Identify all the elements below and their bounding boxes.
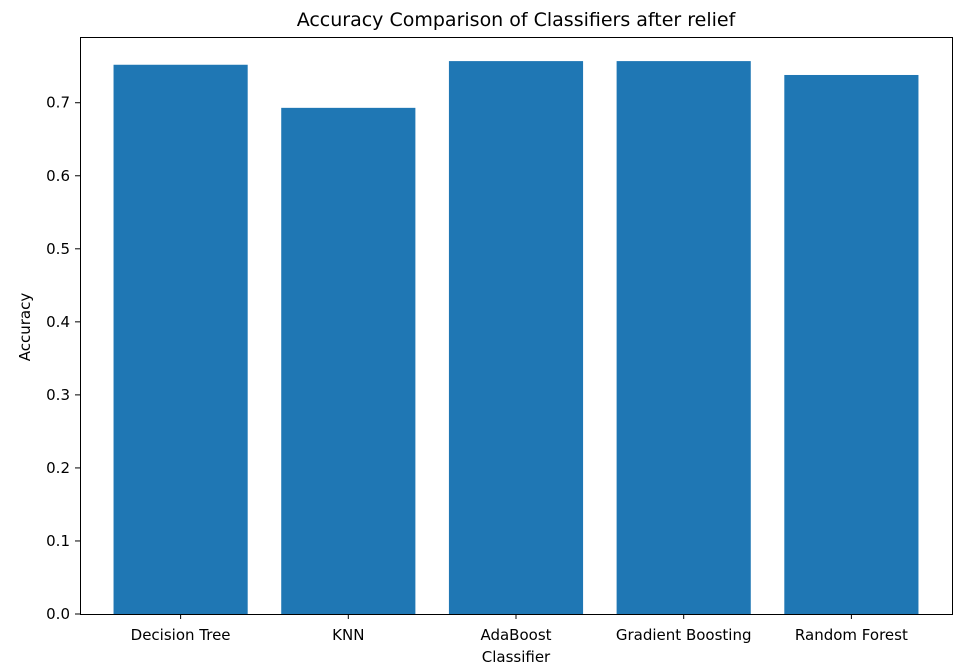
chart-title: Accuracy Comparison of Classifiers after… [297,9,737,31]
y-tick-label: 0.3 [46,386,70,404]
y-axis-ticks: 0.0 0.1 0.2 0.3 0.4 0.5 0.6 0.7 [46,94,80,623]
bar-knn [281,107,416,614]
x-tick-label: AdaBoost [480,626,551,644]
y-tick-label: 0.0 [46,605,70,623]
y-tick-label: 0.7 [46,94,70,112]
x-tick-label: Decision Tree [131,626,231,644]
bar-gradient-boosting [616,61,751,614]
bars-group [113,61,919,615]
bar-random-forest [784,74,919,615]
bar-adaboost [448,61,584,614]
y-tick-label: 0.5 [46,240,70,258]
x-axis-ticks: Decision Tree KNN AdaBoost Gradient Boostin… [131,614,908,644]
y-tick-label: 0.4 [46,313,70,331]
y-tick-label: 0.2 [46,459,70,477]
x-tick-label: Gradient Boosting [616,626,752,644]
x-axis-label: Classifier [482,648,551,666]
x-tick-label: Random Forest [795,626,908,644]
y-axis-label: Accuracy [16,293,34,362]
y-tick-label: 0.6 [46,167,70,185]
bar-decision-tree [113,64,248,614]
plot-frame [80,37,953,615]
y-tick-label: 0.1 [46,532,70,550]
x-tick-label: KNN [332,626,364,644]
